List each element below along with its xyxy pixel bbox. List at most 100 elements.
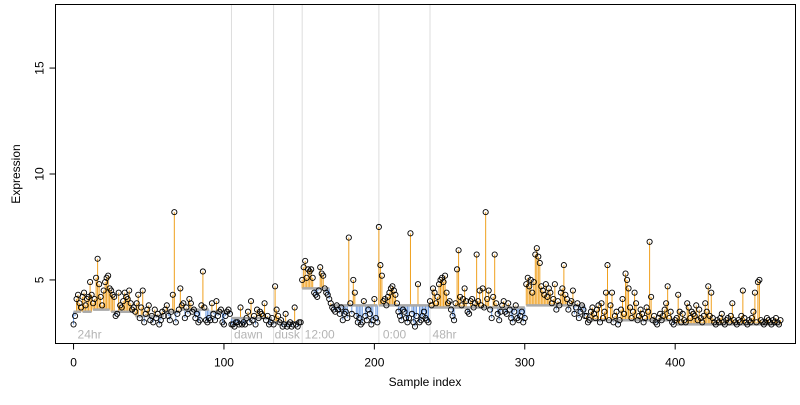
data-point <box>82 302 89 309</box>
data-point <box>718 310 725 317</box>
data-point <box>617 306 625 313</box>
data-point <box>556 302 563 309</box>
annotation-label: dusk <box>275 328 301 342</box>
data-point <box>199 268 206 275</box>
data-point <box>351 289 358 296</box>
data-point <box>696 306 703 313</box>
data-point <box>452 300 459 307</box>
data-point <box>572 304 579 311</box>
data-point <box>342 308 349 315</box>
data-point <box>479 285 486 292</box>
data-point <box>375 223 382 231</box>
data-point <box>169 291 176 298</box>
data-point <box>411 323 419 330</box>
data-point <box>509 319 516 326</box>
data-point <box>751 289 758 296</box>
data-point <box>162 306 169 313</box>
data-point <box>493 300 500 307</box>
data-point <box>171 209 178 216</box>
data-point <box>201 304 208 311</box>
data-point <box>599 315 607 322</box>
data-point <box>448 306 455 313</box>
data-point <box>138 304 145 311</box>
data-point <box>193 310 200 317</box>
data-point <box>368 321 375 328</box>
annotation-label: 12:00 <box>305 328 335 342</box>
data-point <box>631 289 638 296</box>
data-point <box>174 310 181 317</box>
data-point <box>261 300 268 307</box>
data-point <box>547 289 554 296</box>
data-point <box>294 323 301 330</box>
data-point <box>660 312 667 320</box>
data-point <box>186 295 193 303</box>
data-point <box>405 315 413 322</box>
data-point <box>578 302 585 309</box>
data-point <box>70 321 77 328</box>
data-point <box>175 306 182 313</box>
data-point <box>396 312 403 320</box>
data-point <box>420 308 428 315</box>
data-point <box>99 302 106 309</box>
data-point <box>278 317 285 324</box>
data-point <box>377 262 384 269</box>
data-point <box>93 274 100 281</box>
data-point <box>291 304 298 311</box>
data-point <box>551 281 558 288</box>
data-point <box>365 306 372 313</box>
data-point <box>315 287 322 294</box>
data-point <box>317 264 324 271</box>
data-point <box>775 321 783 328</box>
data-point <box>520 319 527 326</box>
data-point <box>622 270 629 277</box>
data-point <box>654 321 661 328</box>
data-point <box>529 289 536 296</box>
data-point <box>496 317 503 324</box>
data-point <box>634 317 641 324</box>
data-point <box>628 315 635 322</box>
y-axis-title: Expression <box>9 144 23 203</box>
data-point <box>542 281 549 288</box>
data-point <box>181 315 188 322</box>
time-annotations: 24hr dawn dusk 12:00 0:00 48hr <box>78 328 457 342</box>
data-point <box>156 321 163 328</box>
x-tick-label: 200 <box>364 356 384 370</box>
data-point <box>473 251 480 258</box>
data-point <box>214 312 221 320</box>
data-point <box>611 312 619 320</box>
data-point <box>252 321 259 328</box>
data-point <box>347 300 354 307</box>
x-tick-label: 0 <box>70 356 77 370</box>
data-point <box>108 287 115 294</box>
data-point <box>383 302 390 309</box>
y-tick-label: 10 <box>33 167 47 181</box>
data-point <box>211 317 218 324</box>
data-point <box>94 255 101 262</box>
data-point <box>190 306 197 313</box>
data-point <box>455 247 462 254</box>
data-point <box>118 304 125 311</box>
data-point <box>432 300 440 307</box>
data-point <box>700 312 707 320</box>
data-point <box>490 293 497 300</box>
data-point <box>682 319 689 326</box>
data-point <box>213 298 220 305</box>
data-point <box>640 319 647 326</box>
data-point <box>458 302 465 309</box>
data-point <box>748 315 755 322</box>
data-point <box>345 234 352 241</box>
data-point <box>187 300 194 307</box>
data-point <box>88 291 95 298</box>
data-point <box>243 315 250 322</box>
data-point <box>90 300 97 307</box>
x-axis-title: Sample index <box>389 375 462 389</box>
data-point <box>309 274 316 281</box>
data-point <box>393 300 400 307</box>
data-point <box>142 310 149 317</box>
data-point <box>130 304 137 311</box>
data-point <box>126 287 133 294</box>
data-point <box>308 266 315 273</box>
data-point <box>596 319 604 326</box>
data-point <box>586 317 593 324</box>
